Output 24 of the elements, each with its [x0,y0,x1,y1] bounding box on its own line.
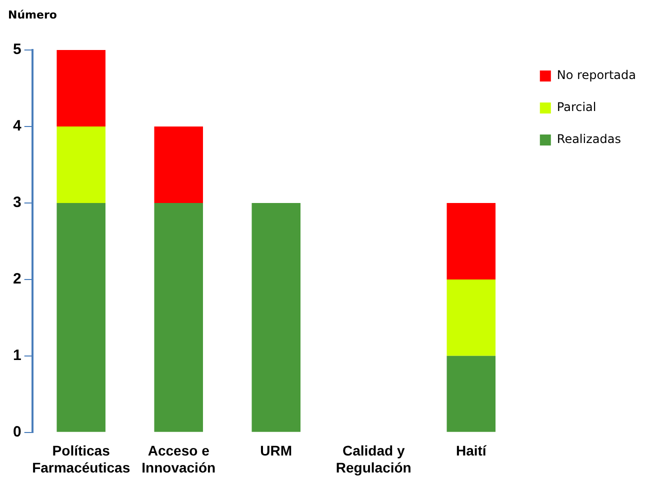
bar [446,202,496,280]
y-tick-label: 3 [13,194,22,212]
y-axis-title: Número [8,8,58,22]
x-tick-label: Acceso e Innovación [142,442,216,476]
bar [154,126,203,203]
bar [446,279,496,356]
x-tick-label: Políticas Farmacéuticas [32,442,130,476]
bar [252,202,300,432]
legend-label: No reportada [556,68,636,82]
y-tick-label: 4 [13,118,22,135]
x-tick-label: URM [260,442,292,459]
bar [446,356,496,432]
x-tick-label: Calidad y Regulación [336,442,412,476]
legend-label: Realizadas [556,132,621,146]
x-tick-label: Haití [456,442,488,459]
bar [56,126,106,203]
bar [56,50,106,126]
bar [154,202,203,432]
y-tick-label: 0 [13,424,22,441]
bar [56,202,106,432]
y-tick-label: 5 [13,41,22,58]
y-tick-label: 1 [13,347,22,364]
legend-label: Parcial [556,100,596,114]
y-tick-label: 2 [13,270,22,288]
